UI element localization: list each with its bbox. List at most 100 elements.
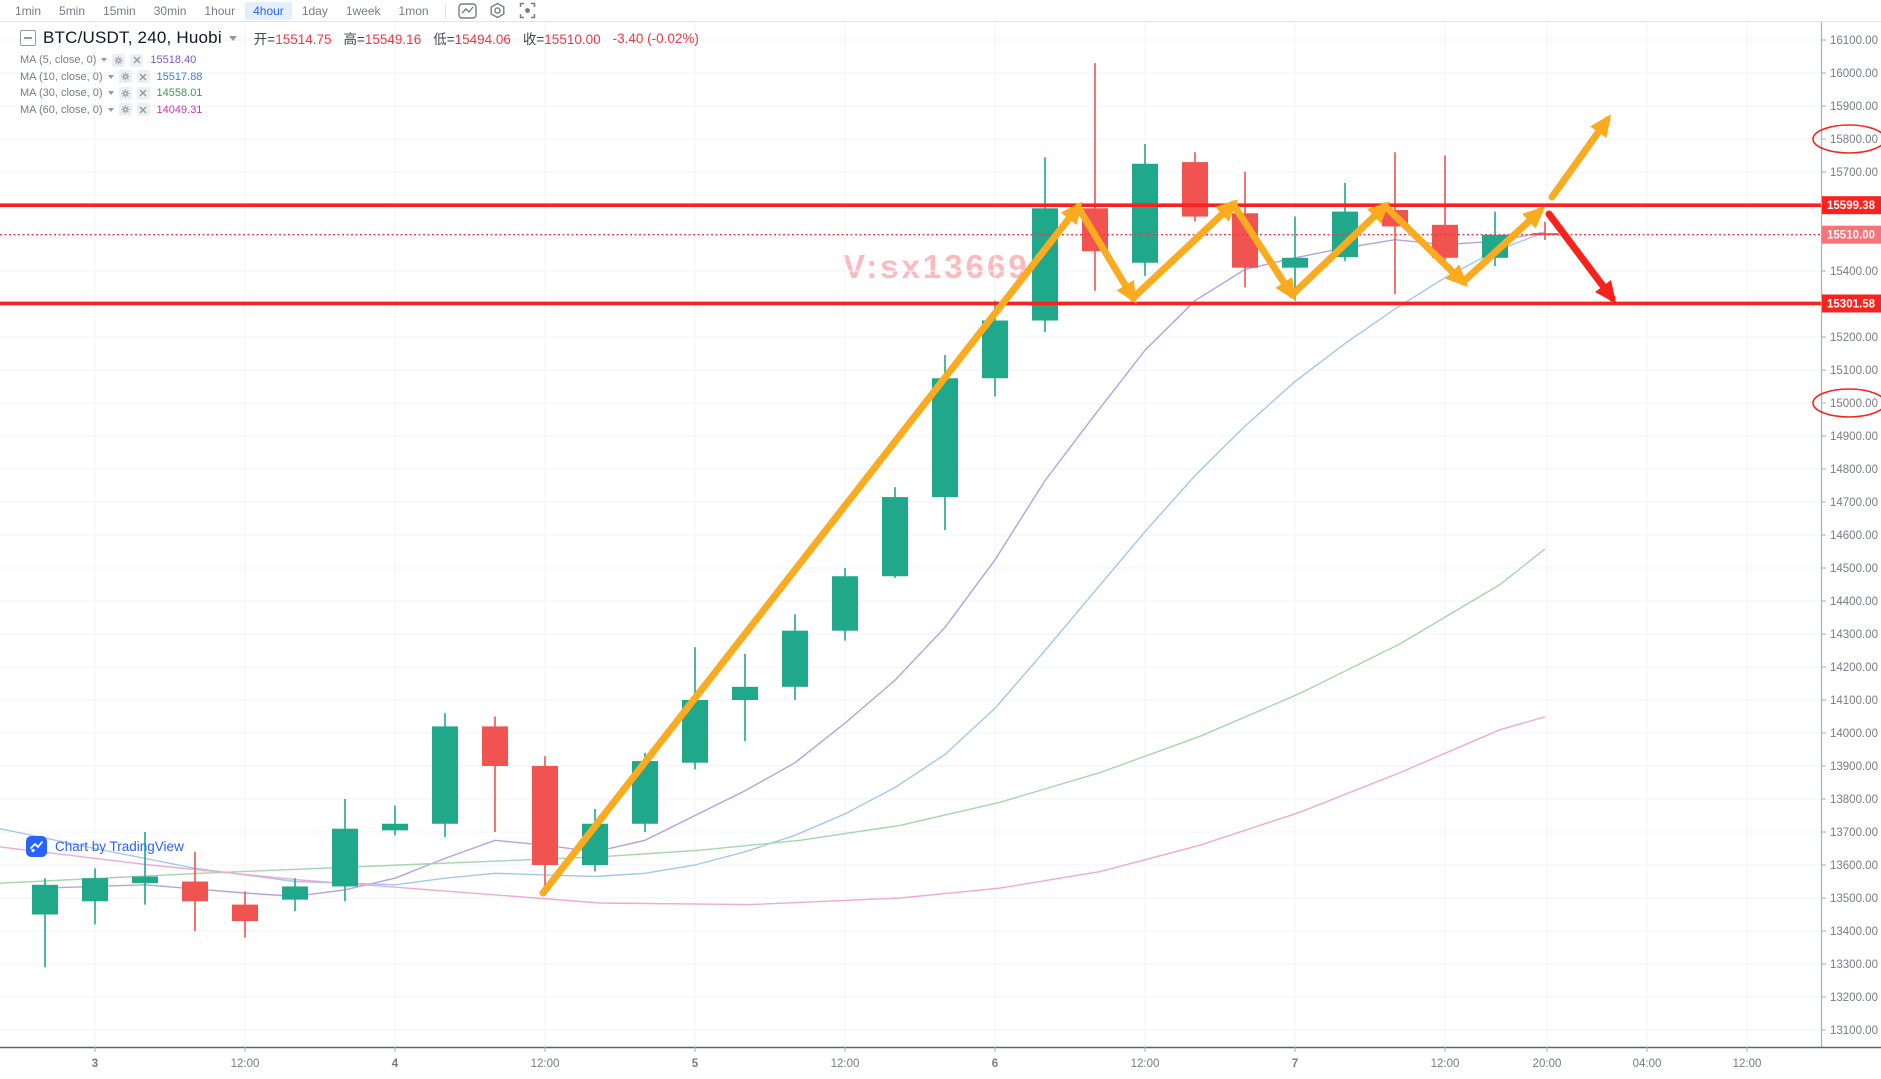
chart-style-icon[interactable] [456, 2, 480, 20]
indicator-settings-icon[interactable] [118, 86, 132, 100]
interval-15min[interactable]: 15min [103, 3, 136, 18]
price-tick-label: 14900.00 [1830, 431, 1878, 443]
price-level-flag [1822, 294, 1881, 313]
interval-1mon[interactable]: 1mon [398, 3, 429, 18]
time-tick-label: 12:00 [231, 1058, 260, 1070]
interval-1hour[interactable]: 1hour [204, 3, 236, 18]
candle-body [382, 823, 408, 831]
snapshot-camera-icon[interactable] [516, 2, 540, 20]
indicator-value: 15518.40 [150, 54, 197, 67]
price-tick-label: 13800.00 [1830, 794, 1878, 806]
bullish-arrow [1288, 201, 1391, 299]
price-level-flag-label: 15599.38 [1827, 200, 1876, 212]
indicator-close-icon[interactable] [136, 103, 150, 117]
attribution-link[interactable]: Chart by TradingView [55, 839, 184, 854]
indicator-settings-icon[interactable] [118, 103, 132, 117]
bullish-arrow [1548, 114, 1612, 201]
indicator-legend: MA (5, close, 0) 15518.40 MA (10, close, 0… [20, 52, 699, 118]
indicator-close-icon[interactable] [136, 70, 150, 84]
time-tick-label: 12:00 [1431, 1058, 1460, 1070]
candle-body [1132, 163, 1158, 263]
indicator-close-icon[interactable] [130, 53, 144, 67]
candle-body [332, 828, 358, 887]
price-level-flag [1822, 196, 1881, 215]
indicator-close-icon[interactable] [136, 86, 150, 100]
price-tick-label: 15900.00 [1830, 101, 1878, 113]
candle-body [932, 378, 958, 498]
time-tick-label: 04:00 [1633, 1058, 1662, 1070]
chevron-down-icon[interactable] [107, 107, 114, 112]
indicator-label[interactable]: MA (30, close, 0) [20, 87, 103, 100]
price-tick-label: 15100.00 [1830, 365, 1878, 377]
tradingview-attribution: Chart by TradingView [26, 836, 184, 857]
candle-body [432, 726, 458, 824]
bullish-arrow [1074, 203, 1137, 304]
circled-price-annotation [1812, 388, 1881, 418]
candle-body [1282, 257, 1308, 268]
interval-1week[interactable]: 1week [345, 3, 381, 18]
interval-30min[interactable]: 30min [153, 3, 187, 18]
chart-legend: BTC/USDT, 240, Huobi 开=15514.75 高=15549.… [20, 28, 699, 118]
bullish-arrow [539, 201, 1083, 897]
price-tick-label: 13500.00 [1830, 893, 1878, 905]
chevron-down-icon[interactable] [107, 91, 114, 96]
time-axis[interactable]: 3 12:00 4 12:00 5 12:00 6 12:00 7 12:00 20:00 04:00… [0, 1046, 1881, 1070]
candle-body [532, 766, 558, 865]
indicator-label[interactable]: MA (10, close, 0) [20, 70, 103, 83]
price-tick-label: 13300.00 [1830, 959, 1878, 971]
indicator-row: MA (30, close, 0) 14558.01 [20, 85, 699, 102]
ma-line-ma60 [0, 716, 1546, 906]
close-label: 收= [522, 32, 545, 47]
open-label: 开= [253, 32, 276, 47]
candle-body [882, 497, 908, 577]
price-level-flag-label: 15510.00 [1827, 230, 1875, 242]
chevron-down-icon[interactable] [107, 74, 114, 79]
candle-body [232, 904, 258, 922]
interval-buttons: 1min 5min 15min 30min 1hour 4hour 1day 1week 1mo… [6, 1, 438, 20]
ohlc-values: 开=15514.75 高=15549.16 低=15494.06 收=15510… [254, 28, 699, 48]
price-tick-label: 13900.00 [1830, 761, 1878, 773]
price-tick-label: 15200.00 [1830, 332, 1878, 344]
interval-5min[interactable]: 5min [59, 3, 86, 18]
interval-4hour[interactable]: 4hour [245, 1, 292, 20]
interval-1min[interactable]: 1min [15, 3, 42, 18]
bullish-arrow [1229, 200, 1296, 301]
price-tick-label: 14200.00 [1830, 662, 1878, 674]
symbol-title[interactable]: BTC/USDT, 240, Huobi [43, 28, 222, 47]
indicator-settings-icon[interactable] [112, 53, 126, 67]
indicator-row: MA (10, close, 0) 15517.88 [20, 69, 699, 86]
tradingview-logo-icon[interactable] [26, 836, 47, 857]
price-tick-label: 16000.00 [1830, 68, 1878, 80]
time-tick-label: 7 [1292, 1058, 1298, 1070]
candle-body [1482, 234, 1508, 258]
indicator-settings-icon[interactable] [118, 70, 132, 84]
legend-collapse-icon[interactable] [20, 30, 36, 46]
time-tick-label: 12:00 [1131, 1058, 1160, 1070]
candle-body [732, 686, 758, 700]
indicator-label[interactable]: MA (60, close, 0) [20, 103, 103, 116]
price-tick-label: 15400.00 [1830, 266, 1878, 278]
toolbar-divider [444, 3, 446, 18]
time-tick-label: 20:00 [1533, 1058, 1562, 1070]
indicator-row: MA (60, close, 0) 14049.31 [20, 102, 699, 119]
indicator-template-icon[interactable] [486, 2, 510, 20]
chevron-down-icon[interactable] [101, 58, 108, 63]
candle-body [832, 576, 858, 631]
time-tick-label: 3 [92, 1058, 98, 1070]
candle-body [482, 726, 508, 766]
price-tick-label: 15800.00 [1830, 134, 1878, 146]
interval-1day[interactable]: 1day [301, 3, 328, 18]
chevron-down-icon[interactable] [228, 35, 237, 41]
symbol-row: BTC/USDT, 240, Huobi 开=15514.75 高=15549.… [20, 28, 699, 48]
price-tick-label: 14100.00 [1830, 695, 1878, 707]
price-axis[interactable]: 13100.00 13200.00 13300.00 13400.00 13500.00… [1812, 22, 1881, 1047]
grid [0, 22, 1821, 1047]
price-tick-label: 14300.00 [1830, 629, 1878, 641]
indicator-label[interactable]: MA (5, close, 0) [20, 54, 97, 67]
price-tick-label: 14000.00 [1830, 728, 1878, 740]
price-tick-label: 13700.00 [1830, 827, 1878, 839]
ma-line-ma30 [0, 548, 1546, 884]
price-tick-label: 15700.00 [1830, 167, 1878, 179]
